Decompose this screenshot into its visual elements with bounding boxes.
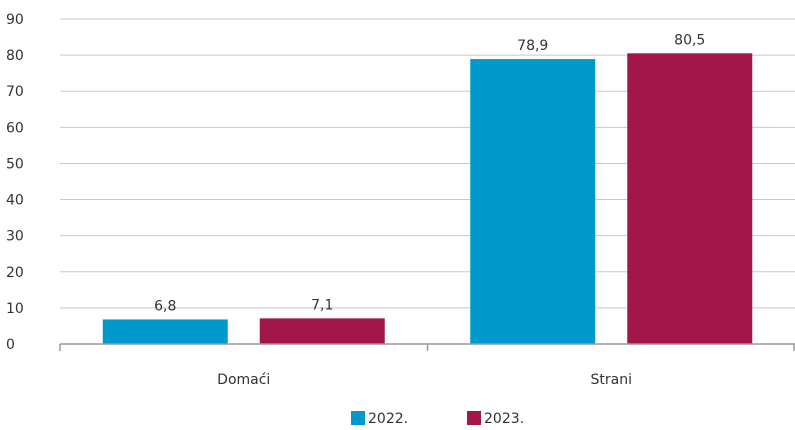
x-category-label: Strani: [591, 372, 632, 388]
grid-lines: [60, 18, 795, 309]
legend-swatch: [351, 411, 365, 425]
y-tick-label: 30: [6, 229, 24, 245]
data-label: 7,1: [311, 297, 333, 313]
y-tick-label: 80: [6, 48, 24, 64]
y-tick-label: 0: [6, 337, 15, 353]
legend-label: 2022.: [368, 411, 408, 427]
data-labels: 6,8 7,1 78,9 80,5: [154, 32, 705, 314]
y-tick-label: 60: [6, 120, 24, 136]
y-tick-label: 40: [6, 193, 24, 209]
y-tick-label: 70: [6, 84, 24, 100]
legend: 2022. 2023.: [351, 411, 524, 427]
legend-swatch: [467, 411, 481, 425]
y-tick-label: 90: [6, 12, 24, 28]
bar: [627, 53, 753, 345]
y-tick-label: 50: [6, 156, 24, 172]
data-label: 78,9: [517, 38, 548, 54]
bar: [259, 318, 385, 344]
y-tick-label: 10: [6, 301, 24, 317]
bars: [102, 53, 753, 345]
legend-label: 2023.: [484, 411, 524, 427]
bar: [470, 59, 596, 344]
data-label: 6,8: [154, 298, 176, 314]
y-axis-ticks: 0 10 20 30 40 50 60 70 80 90: [6, 12, 24, 353]
data-label: 80,5: [674, 32, 705, 48]
x-category-label: Domaći: [217, 372, 270, 388]
x-axis: Domaći Strani: [59, 343, 795, 388]
y-tick-label: 20: [6, 265, 24, 281]
bar: [102, 319, 228, 344]
